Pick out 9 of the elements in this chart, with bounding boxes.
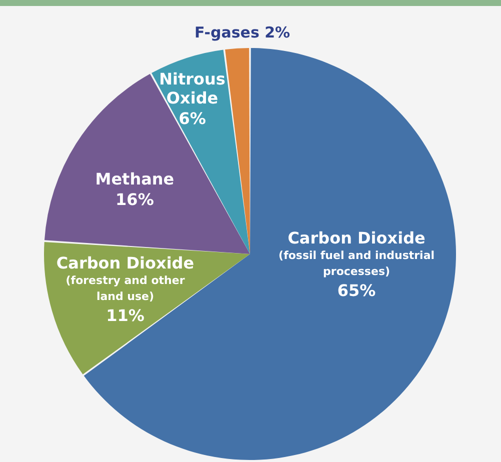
data-label: 11%: [106, 306, 144, 325]
slice-label: F-gases 2%: [194, 24, 290, 42]
slice-label: Carbon Dioxide (fossil fuel and industrial processes): [278, 228, 435, 278]
data-label: 65%: [337, 281, 376, 300]
data-label: 6%: [178, 109, 206, 128]
slice-label: Carbon Dioxide (forestry and other land use): [56, 253, 194, 303]
slice-label: Nitrous Oxide: [159, 70, 226, 108]
data-label: 16%: [116, 190, 154, 210]
slice-label: Methane: [95, 170, 174, 189]
